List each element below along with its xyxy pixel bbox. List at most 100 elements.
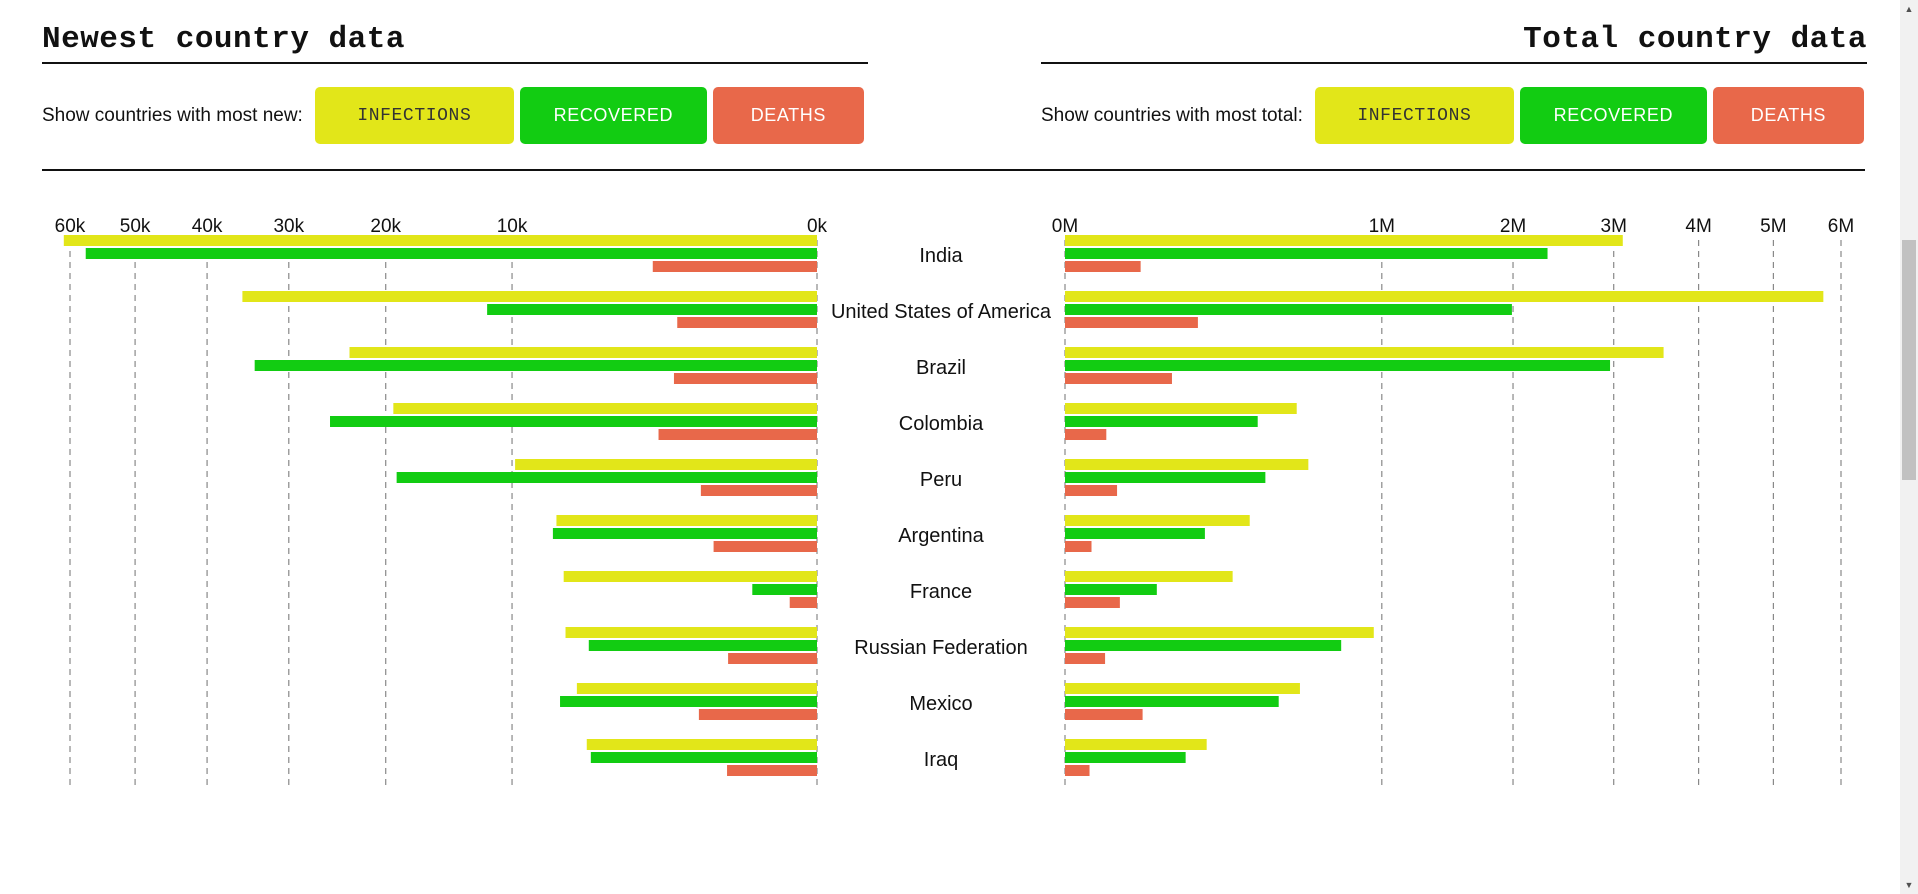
total-tick-label: 6M (1828, 216, 1854, 237)
newest-infections-bar (515, 459, 817, 470)
newest-infections-bar (349, 347, 817, 358)
newest-infections-bar (576, 683, 817, 694)
total-deaths-bar (1065, 709, 1143, 720)
country-label: France (910, 581, 972, 603)
newest-recovered-bar (254, 360, 817, 371)
newest-recovered-button[interactable]: RECOVERED (519, 87, 707, 144)
total-infections-bar (1065, 347, 1664, 358)
gridlines (69, 240, 1842, 786)
newest-country-data-title: Newest country data (42, 22, 868, 64)
total-deaths-bar (1065, 317, 1198, 328)
total-infections-bar (1065, 235, 1623, 246)
total-recovered-bar (1065, 752, 1186, 763)
newest-infections-bar (242, 291, 817, 302)
country-label: Mexico (909, 693, 972, 715)
country-bar-charts: 0k 10k 20k 30k 40k 50k 60k 0M 1M 2M 3M 4M 5M 6M India… (55, 216, 1855, 786)
total-tick-label: 0M (1052, 216, 1078, 237)
total-recovered-bar (1065, 640, 1342, 651)
newest-infections-bar (393, 403, 817, 414)
scroll-thumb[interactable] (1902, 240, 1916, 480)
total-infections-bar (1065, 739, 1207, 750)
total-recovered-bar (1065, 416, 1258, 427)
newest-recovered-bar (560, 696, 817, 707)
section-divider (42, 169, 1865, 171)
total-tick-label: 4M (1685, 216, 1711, 237)
country-label: United States of America (831, 301, 1052, 323)
tick-labels: 0k 10k 20k 30k 40k 50k 60k 0M 1M 2M 3M 4M 5M 6M (55, 216, 1855, 237)
country-label: Russian Federation (854, 637, 1027, 659)
newest-recovered-bar (396, 472, 817, 483)
newest-tick-label: 20k (370, 216, 401, 237)
newest-tick-label: 60k (55, 216, 86, 237)
newest-deaths-bar (727, 765, 817, 776)
country-labels: India United States of America Brazil Colom… (831, 245, 1052, 771)
newest-infections-bar (586, 739, 817, 750)
total-tick-label: 3M (1601, 216, 1627, 237)
total-deaths-bar (1065, 597, 1120, 608)
newest-infections-bar (565, 627, 817, 638)
total-infections-bar (1065, 291, 1824, 302)
total-filter-label: Show countries with most total: (1041, 104, 1303, 126)
newest-deaths-bar (673, 373, 817, 384)
total-deaths-bar (1065, 261, 1141, 272)
country-label: Iraq (924, 749, 958, 771)
newest-deaths-bar (700, 485, 817, 496)
newest-deaths-bar (652, 261, 817, 272)
country-label: Colombia (899, 413, 984, 435)
newest-tick-label: 40k (192, 216, 223, 237)
total-tick-label: 1M (1369, 216, 1395, 237)
total-recovered-button[interactable]: RECOVERED (1519, 87, 1707, 144)
total-deaths-button[interactable]: DEATHS (1712, 87, 1864, 144)
newest-filter-label: Show countries with most new: (42, 104, 303, 126)
total-deaths-bar (1065, 373, 1172, 384)
newest-deaths-bar (698, 709, 817, 720)
newest-tick-label: 50k (120, 216, 151, 237)
newest-recovered-bar (752, 584, 817, 595)
newest-infections-bar (63, 235, 818, 246)
total-infections-bar (1065, 515, 1250, 526)
country-label: India (919, 245, 963, 267)
page-scrollbar[interactable]: ▲ ▼ (1900, 0, 1918, 894)
total-recovered-bar (1065, 528, 1205, 539)
total-deaths-bar (1065, 429, 1107, 440)
newest-deaths-bar (728, 653, 817, 664)
total-infections-button[interactable]: INFECTIONS (1314, 87, 1514, 144)
total-recovered-bar (1065, 360, 1611, 371)
total-tick-label: 5M (1760, 216, 1786, 237)
bars (63, 235, 1824, 776)
total-deaths-bar (1065, 541, 1092, 552)
newest-recovered-bar (588, 640, 817, 651)
total-deaths-bar (1065, 653, 1106, 664)
total-infections-bar (1065, 403, 1297, 414)
total-deaths-bar (1065, 765, 1090, 776)
country-label: Brazil (916, 357, 966, 379)
newest-infections-bar (556, 515, 817, 526)
newest-recovered-bar (552, 528, 817, 539)
newest-infections-bar (563, 571, 817, 582)
total-recovered-bar (1065, 248, 1548, 259)
scroll-up-arrow-icon[interactable]: ▲ (1904, 4, 1914, 14)
newest-deaths-bar (658, 429, 817, 440)
newest-infections-button[interactable]: INFECTIONS (314, 87, 514, 144)
newest-tick-label: 30k (273, 216, 304, 237)
newest-deaths-bar (713, 541, 817, 552)
total-country-data-title: Total country data (1041, 22, 1867, 64)
country-label: Argentina (898, 525, 984, 547)
total-infections-bar (1065, 683, 1300, 694)
newest-recovered-bar (590, 752, 817, 763)
total-recovered-bar (1065, 696, 1279, 707)
total-recovered-bar (1065, 304, 1512, 315)
total-infections-bar (1065, 459, 1309, 470)
total-recovered-bar (1065, 584, 1157, 595)
total-deaths-bar (1065, 485, 1118, 496)
total-infections-bar (1065, 627, 1374, 638)
country-label: Peru (920, 469, 962, 491)
newest-recovered-bar (487, 304, 817, 315)
newest-deaths-bar (677, 317, 817, 328)
newest-tick-label: 0k (807, 216, 828, 237)
newest-tick-label: 10k (497, 216, 528, 237)
newest-deaths-button[interactable]: DEATHS (712, 87, 864, 144)
scroll-down-arrow-icon[interactable]: ▼ (1904, 880, 1914, 890)
newest-recovered-bar (330, 416, 817, 427)
total-infections-bar (1065, 571, 1233, 582)
